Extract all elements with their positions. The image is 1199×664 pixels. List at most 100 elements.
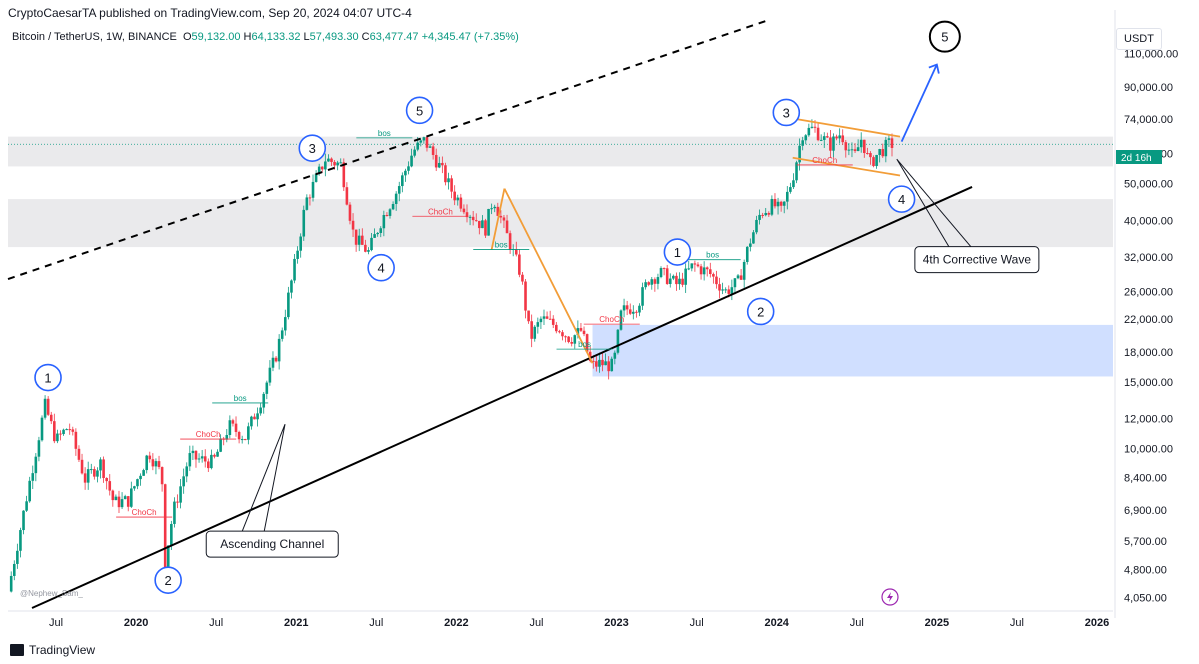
orange-trendline[interactable] bbox=[503, 188, 594, 364]
candle-body bbox=[539, 318, 543, 323]
candle-body bbox=[632, 311, 635, 314]
candle-body bbox=[434, 154, 438, 168]
candle-body bbox=[607, 361, 610, 372]
time-axis[interactable]: Jul 2020 Jul 2021 Jul 2022 Jul 2023 Jul 2024 Jul 20… bbox=[8, 610, 1113, 629]
lightning-icon[interactable] bbox=[881, 588, 899, 606]
candle-body bbox=[625, 305, 629, 310]
candle-body bbox=[807, 127, 811, 136]
candle-body bbox=[367, 250, 370, 252]
candle-body bbox=[274, 357, 278, 362]
candle-body bbox=[37, 440, 41, 457]
candle-body bbox=[259, 407, 262, 414]
candle-body bbox=[595, 361, 598, 367]
candle-body bbox=[579, 328, 583, 331]
candle-body bbox=[447, 178, 450, 183]
candle-body bbox=[795, 162, 798, 181]
candle-body bbox=[545, 316, 549, 319]
candle-body bbox=[598, 359, 601, 367]
price-tick-label: 4,050.00 bbox=[1124, 593, 1167, 605]
candle-body bbox=[200, 456, 204, 459]
candle-body bbox=[305, 197, 309, 210]
wave-circle[interactable] bbox=[154, 566, 182, 594]
projection-arrow[interactable] bbox=[900, 64, 938, 143]
candle-body bbox=[826, 136, 829, 138]
candle-body bbox=[166, 545, 170, 569]
open-value: 59,132.00 bbox=[191, 31, 241, 43]
candle-body bbox=[22, 510, 25, 531]
wave-circle[interactable] bbox=[663, 238, 692, 266]
candle-body bbox=[675, 275, 678, 285]
candle-body bbox=[271, 357, 275, 368]
structure-label: bos bbox=[378, 129, 391, 138]
wave-circle[interactable] bbox=[887, 185, 916, 213]
candle-body bbox=[351, 220, 355, 230]
countdown-text: 2d 16h bbox=[1121, 153, 1152, 164]
candle-body bbox=[182, 476, 185, 487]
candle-body bbox=[465, 212, 469, 218]
candle-body bbox=[844, 142, 848, 151]
candle-body bbox=[96, 470, 99, 477]
candle-body bbox=[712, 274, 715, 277]
candle-body bbox=[718, 284, 721, 291]
candle-body bbox=[59, 433, 62, 435]
price-axis[interactable]: 110,000.0090,000.0074,000.0060,000.0050,… bbox=[1114, 10, 1178, 618]
wave-circle[interactable] bbox=[772, 98, 801, 127]
wave-circle[interactable] bbox=[367, 253, 395, 282]
candle-body bbox=[151, 459, 155, 467]
candle-body bbox=[792, 180, 795, 188]
ascending-channel-label-box[interactable] bbox=[205, 530, 339, 558]
candle-body bbox=[419, 140, 423, 143]
currency-selector[interactable]: USDT bbox=[1116, 28, 1162, 50]
candle-body bbox=[354, 229, 358, 245]
orange-trendline[interactable] bbox=[795, 118, 901, 138]
structure-label: ChoCh bbox=[599, 315, 624, 324]
wave-circle[interactable] bbox=[405, 96, 434, 125]
candle-body bbox=[401, 175, 404, 187]
wave-circle[interactable] bbox=[34, 363, 62, 392]
candle-body bbox=[656, 277, 660, 284]
time-tick-label: 2026 bbox=[1085, 617, 1109, 629]
candle-body bbox=[662, 268, 666, 270]
candle-body bbox=[250, 416, 253, 427]
candle-body bbox=[699, 266, 703, 275]
candle-body bbox=[635, 311, 638, 313]
time-tick-label: Jul bbox=[369, 617, 383, 629]
candle-body bbox=[407, 166, 410, 171]
wave-number: 1 bbox=[674, 245, 681, 260]
candle-body bbox=[237, 431, 241, 440]
symbol-name[interactable]: Bitcoin / TetherUS, 1W, BINANCE bbox=[12, 31, 177, 43]
candle-body bbox=[324, 161, 327, 170]
candle-body bbox=[804, 135, 808, 141]
price-tick-label: 6,900.00 bbox=[1124, 505, 1167, 517]
candle-body bbox=[240, 439, 244, 441]
corrective-wave-label-box[interactable] bbox=[914, 246, 1040, 274]
orange-trendline[interactable] bbox=[490, 188, 506, 250]
ascending-channel-support[interactable] bbox=[31, 185, 973, 609]
candle-body bbox=[320, 166, 324, 170]
ascending-channel-resistance[interactable] bbox=[7, 19, 770, 281]
chart-canvas[interactable]: bos bos ChoCh ChoCh ChoCh bos ChoCh bos bos ChoCh… bbox=[0, 0, 1199, 640]
candle-body bbox=[650, 279, 654, 285]
candle-body bbox=[727, 289, 731, 294]
tradingview-logo[interactable]: TradingView bbox=[10, 643, 95, 657]
callout-pointer bbox=[241, 424, 286, 532]
candle-body bbox=[567, 336, 570, 342]
price-tick-label: 22,000.00 bbox=[1124, 314, 1173, 326]
candle-body bbox=[154, 461, 158, 467]
wave-circle[interactable] bbox=[928, 20, 961, 53]
candle-body bbox=[462, 208, 466, 213]
candle-body bbox=[542, 316, 546, 319]
candle-body bbox=[130, 488, 133, 507]
candle-body bbox=[148, 455, 152, 460]
candle-body bbox=[856, 147, 860, 152]
candle-body bbox=[764, 212, 768, 216]
candle-body bbox=[268, 367, 272, 383]
orange-trendline[interactable] bbox=[792, 156, 901, 177]
wave-circle[interactable] bbox=[298, 134, 327, 162]
candle-body bbox=[816, 127, 820, 141]
candle-body bbox=[74, 431, 78, 449]
candle-body bbox=[194, 450, 198, 460]
wave-circle[interactable] bbox=[746, 297, 775, 326]
time-tick-label: Jul bbox=[690, 617, 704, 629]
corrective-wave-label: 4th Corrective Wave bbox=[923, 253, 1032, 267]
